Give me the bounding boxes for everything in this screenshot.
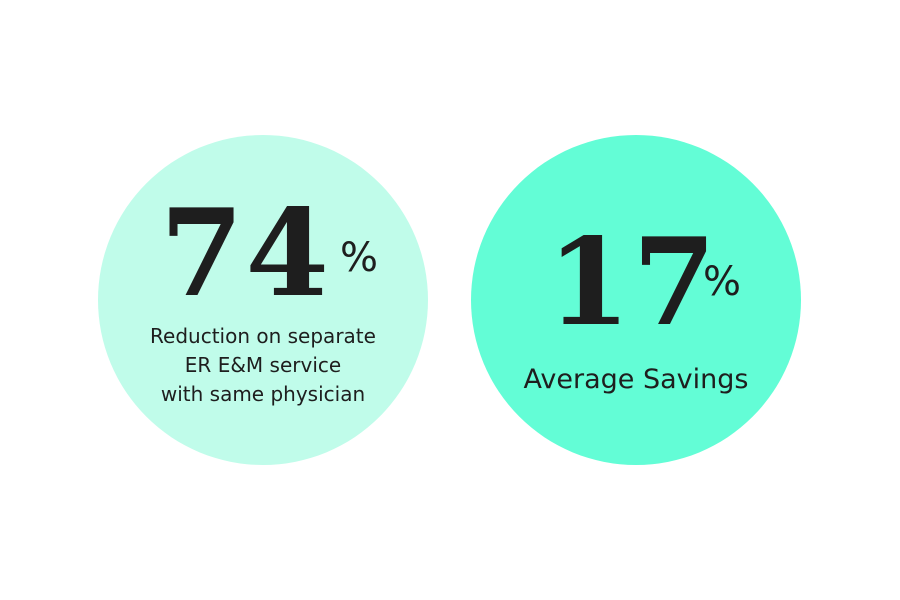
caption-line: Average Savings xyxy=(523,364,749,395)
caption-line: with same physician xyxy=(160,382,366,406)
caption-line: Reduction on separate xyxy=(150,324,376,348)
stat-unit-reduction: % xyxy=(340,235,379,281)
stat-caption-savings: Average Savings xyxy=(486,364,786,396)
stat-value-savings: 17 xyxy=(547,212,718,353)
stat-circle-savings xyxy=(471,135,801,465)
stat-value-reduction: 74 xyxy=(160,183,331,324)
caption-line: ER E&M service xyxy=(184,353,342,377)
stat-unit-savings: % xyxy=(703,259,742,305)
stat-caption-reduction: Reduction on separate ER E&M service wit… xyxy=(128,322,398,409)
stat-circle-reduction xyxy=(98,135,428,465)
